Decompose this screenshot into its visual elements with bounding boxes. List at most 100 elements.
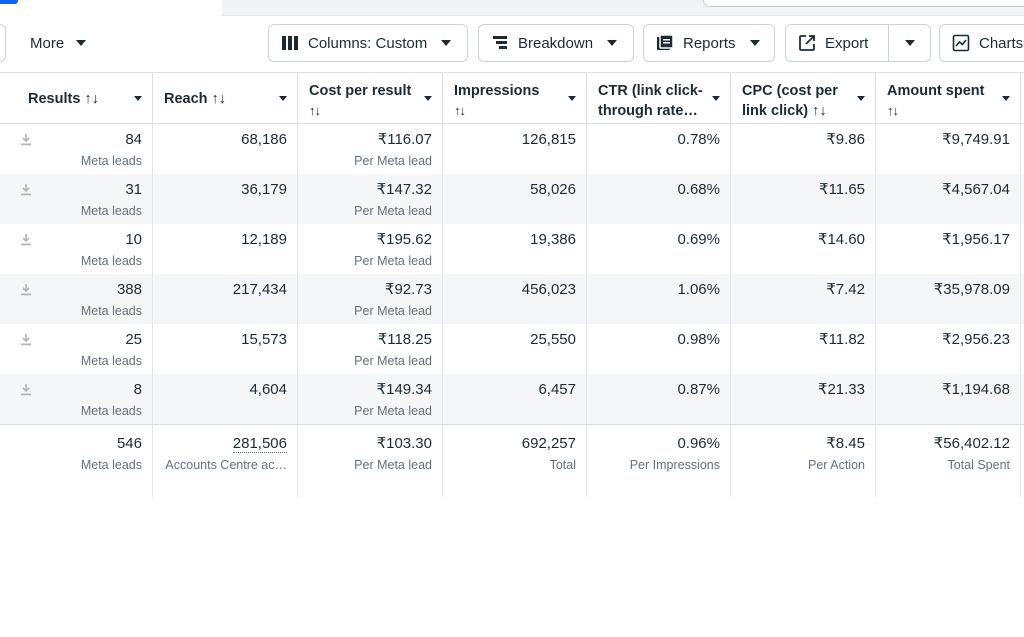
cell-amount-spent: ₹35,978.09 xyxy=(876,274,1021,324)
more-dropdown[interactable]: More xyxy=(30,24,87,62)
chevron-down-icon[interactable] xyxy=(1002,96,1010,101)
download-icon[interactable] xyxy=(20,183,32,196)
table-row[interactable]: 25 Meta leads 15,573 ₹118.25 Per Meta lead 25… xyxy=(0,324,1024,374)
cell-reach: 68,186 xyxy=(153,124,298,174)
active-tab-indicator xyxy=(0,0,18,4)
cell-value: 10 xyxy=(125,231,142,248)
cell-sublabel: Meta leads xyxy=(80,404,142,418)
export-icon xyxy=(798,34,816,52)
columns-button[interactable]: Columns: Custom xyxy=(268,24,468,62)
column-header-label: through rate… xyxy=(598,103,698,119)
total-sublabel: Per Action xyxy=(808,458,865,472)
chevron-down-icon[interactable] xyxy=(857,96,865,101)
chevron-down-icon[interactable] xyxy=(134,96,142,101)
column-header-amount-spent[interactable]: Amount spent ↑↓ xyxy=(876,73,1021,124)
cell-amount-spent: ₹1,956.17 xyxy=(876,224,1021,274)
total-impressions: 692,257 Total xyxy=(443,425,587,497)
cell-sublabel: Meta leads xyxy=(80,304,142,318)
breakdown-button[interactable]: Breakdown xyxy=(478,24,634,62)
cell-value: ₹9,749.91 xyxy=(942,131,1010,148)
reports-label: Reports xyxy=(683,34,736,52)
chevron-down-icon xyxy=(904,40,915,46)
download-icon[interactable] xyxy=(20,233,32,246)
table-row[interactable]: 31 Meta leads 36,179 ₹147.32 Per Meta lead 58… xyxy=(0,174,1024,224)
cell-value: ₹35,978.09 xyxy=(933,281,1010,298)
cell-impressions: 25,550 xyxy=(443,324,587,374)
chevron-down-icon[interactable] xyxy=(568,96,576,101)
column-header-impressions[interactable]: Impressions ↑↓ xyxy=(443,73,587,124)
cell-value: 0.69% xyxy=(677,231,720,248)
cell-sublabel: Per Meta lead xyxy=(354,304,432,318)
cell-amount-spent: ₹2,956.23 xyxy=(876,324,1021,374)
total-value: 546 xyxy=(116,435,142,452)
cell-value: ₹1,956.17 xyxy=(942,231,1010,248)
cell-value: 0.87% xyxy=(677,381,720,398)
chevron-down-icon[interactable] xyxy=(712,96,720,101)
cell-value: 68,186 xyxy=(241,131,287,148)
cell-value: ₹92.73 xyxy=(384,281,432,298)
reports-button[interactable]: Reports xyxy=(643,24,775,62)
cell-amount-spent: ₹9,749.91 xyxy=(876,124,1021,174)
table-row[interactable]: 84 Meta leads 68,186 ₹116.07 Per Meta lead 12… xyxy=(0,124,1024,174)
total-sublabel: Accounts Centre ac… xyxy=(165,458,287,472)
cell-amount-spent: ₹1,194.68 xyxy=(876,374,1021,424)
table-row[interactable]: 8 Meta leads 4,604 ₹149.34 Per Meta lead 6,45… xyxy=(0,374,1024,424)
cell-value: 388 xyxy=(116,281,142,298)
total-sublabel: Total Spent xyxy=(947,458,1010,472)
cell-results: 10 Meta leads xyxy=(0,224,153,274)
sort-icon: ↑↓ xyxy=(309,103,321,118)
column-header-cpc[interactable]: CPC (cost per link click) ↑↓ xyxy=(731,73,876,124)
total-ctr: 0.96% Per Impressions xyxy=(587,425,731,497)
column-header-label: Reach ↑↓ xyxy=(164,91,227,107)
column-header-label: CTR (link click- xyxy=(598,83,703,99)
top-strip xyxy=(0,0,1024,16)
cell-cost-per-result: ₹147.32 Per Meta lead xyxy=(298,174,443,224)
chevron-down-icon[interactable] xyxy=(424,96,432,101)
charts-button[interactable]: Charts xyxy=(939,24,1024,62)
left-toolbar-button[interactable] xyxy=(0,24,6,62)
download-icon[interactable] xyxy=(20,333,32,346)
column-header-ctr[interactable]: CTR (link click- through rate… xyxy=(587,73,731,124)
export-button[interactable]: Export xyxy=(785,24,889,62)
cell-value: 31 xyxy=(125,181,142,198)
cell-ctr: 0.78% xyxy=(587,124,731,174)
cell-ctr: 0.68% xyxy=(587,174,731,224)
cell-value: ₹118.25 xyxy=(377,331,432,348)
chevron-down-icon[interactable] xyxy=(279,96,287,101)
column-header-results[interactable]: Results ↑↓ xyxy=(0,73,153,124)
cell-value: 15,573 xyxy=(241,331,287,348)
table-row[interactable]: 10 Meta leads 12,189 ₹195.62 Per Meta lead 19… xyxy=(0,224,1024,274)
cell-sublabel: Meta leads xyxy=(80,204,142,218)
cell-value: 58,026 xyxy=(530,181,576,198)
cell-reach: 12,189 xyxy=(153,224,298,274)
export-dropdown-button[interactable] xyxy=(888,24,931,62)
cell-cpc: ₹21.33 xyxy=(731,374,876,424)
cell-value: 217,434 xyxy=(232,281,287,298)
download-icon[interactable] xyxy=(20,383,32,396)
cell-value: ₹21.33 xyxy=(817,381,865,398)
table-header: Results ↑↓ Reach ↑↓ Cost per result ↑↓ I… xyxy=(0,72,1024,124)
total-reach: 281,506 Accounts Centre ac… xyxy=(153,425,298,497)
cell-value: ₹195.62 xyxy=(376,231,432,248)
column-header-cost-per-result[interactable]: Cost per result ↑↓ xyxy=(298,73,443,124)
search-input[interactable] xyxy=(703,0,1024,7)
cell-sublabel: Per Meta lead xyxy=(354,154,432,168)
cell-impressions: 58,026 xyxy=(443,174,587,224)
total-value[interactable]: 281,506 xyxy=(232,435,287,453)
total-amount-spent: ₹56,402.12 Total Spent xyxy=(876,425,1021,497)
cell-sublabel: Per Meta lead xyxy=(354,404,432,418)
cell-value: 0.98% xyxy=(677,331,720,348)
column-header-reach[interactable]: Reach ↑↓ xyxy=(153,73,298,124)
cell-value: 25,550 xyxy=(530,331,576,348)
cell-value: 8 xyxy=(133,381,142,398)
cell-value: ₹147.32 xyxy=(376,181,432,198)
download-icon[interactable] xyxy=(20,283,32,296)
breakdown-icon xyxy=(491,34,509,52)
download-icon[interactable] xyxy=(20,133,32,146)
cell-cost-per-result: ₹149.34 Per Meta lead xyxy=(298,374,443,424)
total-value: ₹103.30 xyxy=(376,435,432,452)
cell-value: ₹4,567.04 xyxy=(942,181,1010,198)
cell-value: 1.06% xyxy=(677,281,720,298)
table-row[interactable]: 388 Meta leads 217,434 ₹92.73 Per Meta lead 4… xyxy=(0,274,1024,324)
cell-value: 126,815 xyxy=(521,131,576,148)
